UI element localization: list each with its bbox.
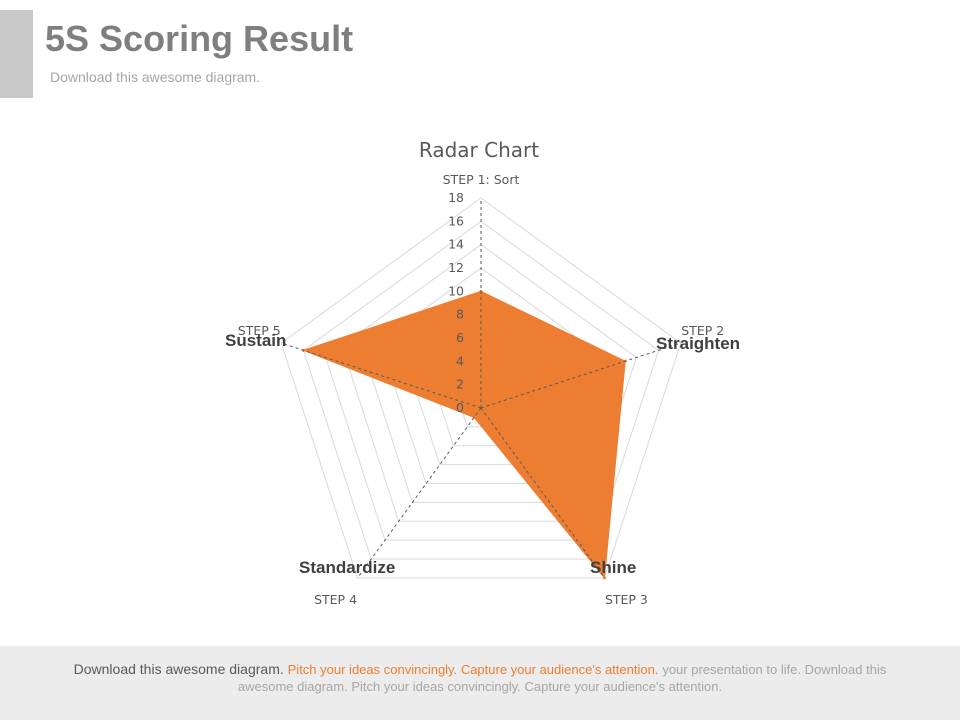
tick-label-12: 12	[448, 260, 464, 275]
category-label-5: STEP 5	[238, 323, 281, 338]
tick-label-2: 2	[456, 377, 464, 392]
step-label-straighten: Straighten	[656, 334, 741, 353]
footer-line-1: Download this awesome diagram. Pitch you…	[0, 661, 960, 678]
category-label-4: STEP 4	[314, 592, 357, 607]
tick-label-8: 8	[456, 307, 464, 322]
category-label-3: STEP 3	[605, 592, 648, 607]
page-subtitle: Download this awesome diagram.	[50, 69, 261, 85]
grid-ring-16	[302, 220, 660, 560]
category-label-1: STEP 1: Sort	[443, 172, 520, 187]
axis-line-2	[480, 342, 681, 409]
data-point-3	[602, 576, 606, 580]
chart-title: Radar Chart	[419, 138, 539, 162]
step-label-standardize: Standardize	[299, 558, 396, 577]
step-label-shine: Shine	[590, 558, 637, 577]
category-label-2: STEP 2	[681, 323, 724, 338]
tick-label-6: 6	[456, 330, 464, 345]
tick-label-18: 18	[448, 190, 464, 205]
step-label-sustain: Sustain	[225, 331, 287, 350]
footer-lead: Download this awesome diagram.	[73, 661, 284, 677]
tick-label-4: 4	[456, 353, 464, 368]
tick-label-0: 0	[456, 400, 464, 415]
axis-line-3	[480, 407, 605, 579]
footer-highlight: Pitch your ideas convincingly. Capture y…	[287, 662, 659, 677]
footer-rest: your presentation to life. Download this	[662, 662, 887, 677]
title-accent-bar	[0, 10, 33, 98]
radar-chart: 0 2 4 6 8 10 12 14 16 18 STEP 1: Sort STEP 2 STEP 3 S…	[238, 138, 724, 607]
series-area-0	[302, 290, 626, 580]
axis-line-4	[357, 407, 482, 579]
axis-line-5	[281, 342, 482, 409]
tick-label-16: 16	[448, 213, 464, 228]
page-title: 5S Scoring Result	[45, 18, 354, 59]
grid-ring-18	[280, 197, 682, 579]
radar-chart-svg: 0 2 4 6 8 10 12 14 16 18 STEP 1: Sort STEP 2 STEP 3 S…	[238, 138, 724, 607]
footer-line-2: awesome diagram. Pitch your ideas convin…	[237, 679, 723, 694]
tick-label-10: 10	[448, 283, 464, 298]
tick-label-14: 14	[448, 237, 464, 252]
footer-bar: Download this awesome diagram. Pitch you…	[0, 646, 960, 720]
